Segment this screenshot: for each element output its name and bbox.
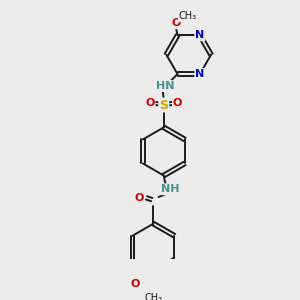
Text: NH: NH — [161, 184, 180, 194]
Text: N: N — [195, 30, 205, 40]
Text: CH₃: CH₃ — [144, 292, 163, 300]
Text: CH₃: CH₃ — [179, 11, 197, 21]
Text: O: O — [173, 98, 182, 108]
Text: N: N — [195, 69, 205, 79]
Text: O: O — [131, 279, 140, 289]
Text: O: O — [134, 193, 143, 203]
Text: O: O — [145, 98, 155, 108]
Text: S: S — [159, 98, 168, 112]
Text: O: O — [171, 18, 181, 28]
Text: HN: HN — [156, 81, 175, 91]
